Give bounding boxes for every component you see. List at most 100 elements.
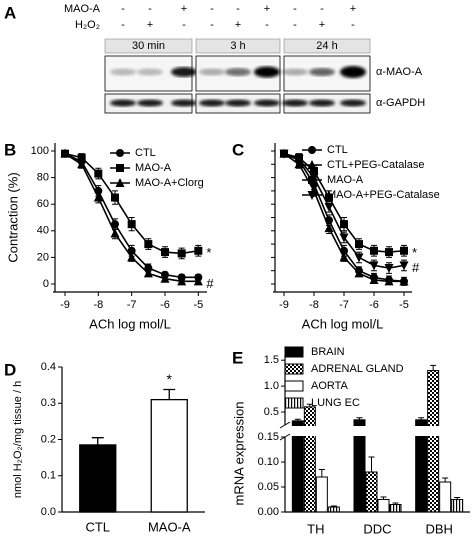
bar <box>389 504 402 513</box>
marker <box>93 192 103 202</box>
treatment-label: H₂O₂ <box>75 19 100 31</box>
marker <box>354 253 364 263</box>
error-bar <box>368 456 375 472</box>
marker <box>194 246 203 255</box>
marker <box>354 268 364 278</box>
marker <box>77 159 87 169</box>
bar <box>451 499 464 513</box>
marker <box>308 146 316 154</box>
y-axis-label: nmol H₂O₂/mg tissue / h <box>12 381 24 498</box>
marker <box>161 248 169 257</box>
treatment-sign: - <box>293 19 297 31</box>
blot-band <box>254 66 280 78</box>
x-tick-label: -8 <box>93 299 103 311</box>
legend-label: MAO-A <box>327 174 364 186</box>
blot-band <box>309 68 335 76</box>
marker <box>127 220 136 229</box>
y-tick-label: 80 <box>37 172 49 184</box>
legend-swatch <box>284 346 304 358</box>
bar <box>439 481 452 513</box>
x-tick-label: CTL <box>85 519 110 534</box>
y-tick-label: 0.10 <box>258 456 279 468</box>
treatment-sign: - <box>210 19 214 31</box>
legend-label: MAO-A+PEG-Catalase <box>327 189 440 201</box>
x-tick-label: -5 <box>399 299 409 311</box>
x-tick-label: MAO-A <box>148 519 191 534</box>
x-tick-label: -7 <box>339 299 349 311</box>
marker <box>111 193 119 202</box>
marker <box>324 202 334 212</box>
marker <box>160 273 170 283</box>
y-tick-label: 100 <box>31 145 49 157</box>
blot-band <box>282 99 308 107</box>
marker <box>127 252 137 262</box>
treatment-sign: + <box>147 19 153 31</box>
legend-label: MAO-A+Clorg <box>135 177 204 189</box>
x-tick-label: -6 <box>160 299 170 311</box>
x-tick-label: TH <box>307 521 324 536</box>
treatment-sign: + <box>264 3 270 15</box>
error-bar <box>91 437 104 445</box>
marker <box>340 220 348 229</box>
marker <box>60 148 70 158</box>
blot-band <box>340 66 366 78</box>
error-bar <box>163 388 176 400</box>
y-tick-label: 0 <box>43 278 49 290</box>
treatment-sign: - <box>320 3 324 15</box>
treatment-sign: - <box>148 3 152 15</box>
time-box <box>104 38 193 54</box>
legend-swatch <box>284 380 304 392</box>
y-tick-label: 0.0 <box>41 506 56 518</box>
legend-label: CTL <box>135 147 156 159</box>
x-tick-label: -7 <box>127 299 137 311</box>
x-tick-label: DDC <box>363 521 391 536</box>
y-tick-label: 20 <box>37 251 49 263</box>
axis-line <box>53 143 207 293</box>
marker <box>193 276 203 286</box>
y-tick-label: 1.0 <box>264 380 279 392</box>
bar <box>377 499 390 513</box>
x-tick-label: -9 <box>60 299 70 311</box>
blot-band <box>110 68 136 76</box>
marker <box>369 261 379 271</box>
marker <box>77 153 86 162</box>
y-tick-label: 40 <box>37 225 49 237</box>
bar <box>303 406 316 513</box>
x-axis-label: ACh log mol/L <box>89 316 171 331</box>
marker <box>339 252 349 262</box>
treatment-sign: + <box>319 19 325 31</box>
marker <box>339 233 349 243</box>
series <box>279 149 409 274</box>
y-tick-label: 0.3 <box>41 397 56 409</box>
blot-band <box>110 99 136 107</box>
blot-band <box>199 68 225 76</box>
treatment-sign: - <box>121 19 125 31</box>
marker <box>143 268 153 278</box>
marker <box>369 275 379 285</box>
blot-band <box>199 99 225 107</box>
marker <box>279 149 289 159</box>
treatment-sign: - <box>121 3 125 15</box>
treatment-sign: - <box>210 3 214 15</box>
blot-band <box>254 99 280 107</box>
marker <box>144 240 153 249</box>
treatment-sign: - <box>182 19 186 31</box>
y-tick-label: 0.15 <box>258 431 279 443</box>
blot-band <box>137 68 163 76</box>
marker <box>355 240 363 249</box>
marker <box>308 176 316 184</box>
marker <box>400 246 408 255</box>
blot-band <box>225 68 251 76</box>
marker <box>294 154 304 164</box>
x-tick-label: -6 <box>369 299 379 311</box>
marker <box>115 178 125 187</box>
marker <box>385 248 393 257</box>
panel-letter: E <box>232 348 243 367</box>
annotation: # <box>412 260 420 275</box>
legend-label: CTL+PEG-Catalase <box>327 159 425 171</box>
bar <box>79 444 117 513</box>
bar <box>315 476 328 513</box>
marker <box>309 173 319 183</box>
annotation: * <box>167 371 173 387</box>
